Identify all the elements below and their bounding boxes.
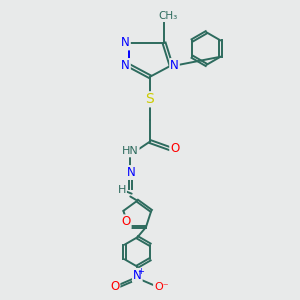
Text: O: O <box>122 215 131 228</box>
Text: N: N <box>127 166 136 179</box>
Text: +: + <box>137 267 144 276</box>
Text: N: N <box>121 37 130 50</box>
Text: O: O <box>170 142 179 155</box>
Text: N: N <box>170 59 179 72</box>
Text: CH₃: CH₃ <box>159 11 178 21</box>
Text: N: N <box>121 59 130 72</box>
Text: S: S <box>146 92 154 106</box>
Text: N: N <box>133 269 142 282</box>
Text: O: O <box>110 280 119 293</box>
Text: HN: HN <box>122 146 139 156</box>
Text: O⁻: O⁻ <box>154 282 169 292</box>
Text: H: H <box>118 185 126 195</box>
